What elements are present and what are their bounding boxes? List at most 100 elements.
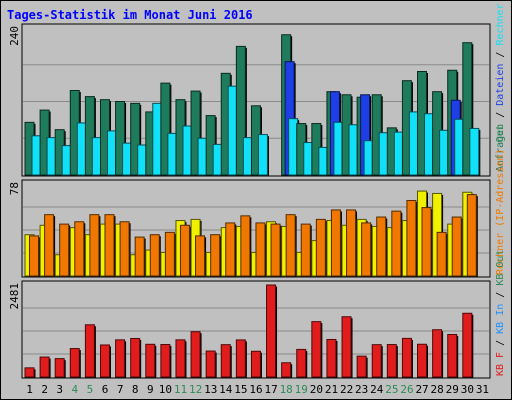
right-label-middle-part: Out [495,124,506,142]
panel-2-ymax-label: 78 [8,182,21,195]
x-tick-label: 3 [56,383,63,396]
bar-kb-out-day-27 [421,207,432,277]
bar-kb-f-day-4 [69,348,80,378]
panel-3-ymax-label: 2481 [8,283,21,310]
x-tick-label: 14 [219,383,233,396]
x-tick-label: 13 [204,383,217,396]
bar-kb-out-day-11 [179,224,190,277]
x-tick-label: 17 [264,383,277,396]
x-tick-label: 1 [26,383,33,396]
bar-kb-f-day-5 [84,324,95,378]
bar-kb-f-day-29 [447,333,458,378]
bar-kb-out-day-29 [451,216,462,277]
bar-kb-out-day-14 [225,222,236,277]
right-label-bottom-part: / [495,334,506,352]
bar-kb-out-day-10 [164,231,175,277]
bar-kb-out-day-1 [29,235,39,277]
x-tick-label: 16 [249,383,262,396]
bar-anfragen-day-7 [115,101,126,176]
bar-kb-f-day-19 [296,348,307,378]
bar-rechner-day-16 [257,134,268,176]
bar-kb-f-day-8 [130,337,141,378]
x-tick-label: 12 [189,383,202,396]
bar-kb-f-day-6 [99,344,110,378]
chart-title: Tages-Statistik im Monat Juni 2016 [7,8,253,22]
x-tick-label: 18 [280,383,293,396]
x-tick-label: 20 [310,383,323,396]
bar-kb-out-day-2 [44,214,55,277]
bar-kb-out-day-8 [134,236,145,277]
bar-kb-out-day-21 [330,209,341,277]
x-tick-label: 8 [132,383,139,396]
bar-kb-f-day-24 [371,344,382,378]
bar-kb-out-day-20 [315,218,326,277]
bar-kb-out-day-4 [74,221,85,277]
bar-kb-f-day-27 [417,343,428,378]
x-tick-label: 19 [295,383,308,396]
bar-kb-out-day-16 [255,222,266,277]
x-tick-label: 11 [174,383,187,396]
bar-kb-f-day-18 [281,362,292,378]
bar-anfragen-day-5 [84,96,95,176]
x-tick-label: 28 [431,383,444,396]
bar-anfragen-day-12 [190,90,201,176]
bar-kb-out-day-5 [89,214,100,277]
bar-kb-f-day-7 [115,339,126,378]
right-label-top-part: Dateien [495,64,506,106]
x-tick-label: 25 [385,383,398,396]
bar-kb-f-day-22 [341,316,352,378]
bar-kb-f-day-12 [190,331,201,378]
bar-kb-out-day-26 [406,200,417,277]
bar-kb-f-day-15 [235,339,246,378]
x-tick-label: 2 [41,383,48,396]
bar-kb-out-day-22 [346,209,357,277]
x-tick-label: 21 [325,383,338,396]
x-tick-label: 6 [102,383,109,396]
right-label-middle-part: Rechner (IP-Adressen) [495,143,506,275]
bar-kb-f-day-30 [462,312,473,378]
bar-kb-out-day-9 [149,234,160,277]
bar-kb-out-day-15 [240,215,251,277]
bar-kb-f-day-28 [432,329,443,378]
bar-kb-out-day-18 [285,214,296,277]
bar-kb-out-day-19 [300,223,311,277]
x-tick-label: 15 [234,383,247,396]
bar-kb-out-day-3 [59,223,70,277]
x-tick-label: 27 [415,383,428,396]
right-label-bottom: KB F / KB In / KB Out [495,250,506,376]
bar-kb-out-day-13 [210,234,221,277]
bar-kb-f-day-23 [356,355,367,378]
bar-kb-out-day-12 [195,235,206,277]
x-tick-label: 4 [72,383,79,396]
right-label-middle: Rechner (IP-Adressen) Out [495,124,506,275]
right-label-bottom-part: KB In [495,304,506,334]
bar-kb-f-day-1 [24,367,35,378]
x-tick-label: 30 [461,383,474,396]
bar-kb-f-day-3 [54,358,65,378]
bar-kb-f-day-17 [266,284,277,378]
bar-anfragen-day-10 [160,82,171,176]
bar-kb-out-day-30 [466,194,477,277]
right-label-top: Anfragen / Dateien / Rechner (IP-Adresse… [495,0,506,172]
x-tick-label: 29 [446,383,459,396]
bar-kb-f-day-9 [145,343,156,378]
bar-kb-f-day-16 [250,350,261,378]
panel-1-ymax-label: 240 [8,26,21,46]
bar-kb-out-day-7 [119,221,130,277]
bar-kb-f-day-2 [39,356,50,378]
right-label-bottom-part: KB F [495,352,506,376]
right-label-top-part: / [495,46,506,64]
x-tick-label: 23 [355,383,368,396]
right-label-top-part: Anfragen [495,124,506,172]
bar-kb-out-day-25 [391,210,402,277]
bar-kb-f-day-25 [386,344,397,378]
bar-kb-f-day-21 [326,338,337,378]
x-tick-label: 10 [159,383,172,396]
bar-kb-f-day-10 [160,344,171,378]
bar-kb-out-day-6 [104,214,115,277]
x-tick-label: 26 [400,383,413,396]
right-label-top-part: / [495,106,506,124]
